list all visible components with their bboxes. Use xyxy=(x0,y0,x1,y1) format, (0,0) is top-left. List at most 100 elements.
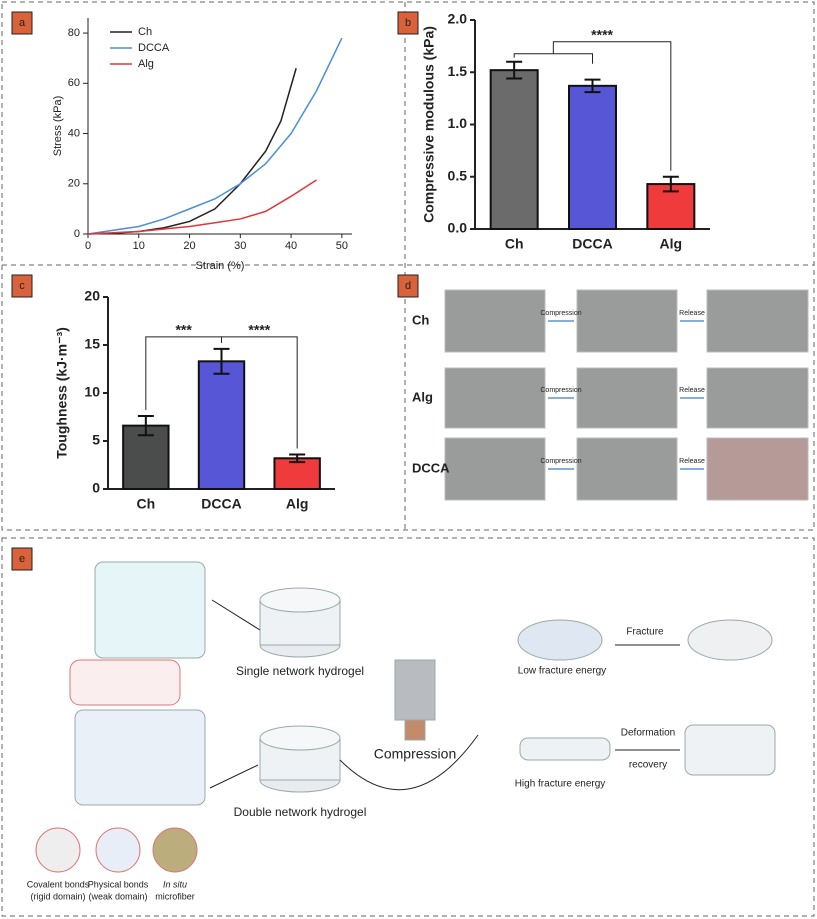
x-axis-label: Strain (%) xyxy=(196,260,245,272)
x-tick-label: Ch xyxy=(505,236,524,252)
error-bar xyxy=(137,415,154,437)
y-tick-label: 40 xyxy=(68,127,80,139)
step-label: Release xyxy=(679,310,705,317)
line-series xyxy=(87,68,297,235)
bar xyxy=(197,360,246,491)
domain-label: (rigid domain) xyxy=(30,891,85,901)
y-tick-label: 2.0 xyxy=(448,11,468,27)
caption: Compression xyxy=(374,746,456,762)
y-tick-label: 80 xyxy=(68,27,80,39)
y-axis-label: Toughness (kJ·m⁻³) xyxy=(54,327,70,459)
caption: Fracture xyxy=(626,627,664,638)
step-label: Release xyxy=(679,387,705,394)
bar xyxy=(273,457,321,490)
panel-label: a xyxy=(19,17,26,29)
y-axis-label: Compressive modulous (kPa) xyxy=(421,26,437,223)
x-tick-label: 20 xyxy=(183,240,195,252)
step-label: Compression xyxy=(540,458,581,465)
photo xyxy=(444,367,546,429)
single-network xyxy=(94,561,206,659)
error-bar xyxy=(289,453,306,464)
x-tick-label: DCCA xyxy=(572,236,612,252)
bar xyxy=(568,84,617,230)
photo xyxy=(576,289,678,353)
significance-bracket xyxy=(221,336,298,449)
domain-label: Physical bonds xyxy=(88,879,149,889)
top-frame xyxy=(1,1,815,531)
y-tick-label: 15 xyxy=(84,336,100,352)
x-tick-label: 0 xyxy=(85,240,91,252)
panel-e-arrows xyxy=(209,599,680,791)
gel xyxy=(259,725,341,751)
annotation: *** xyxy=(175,322,192,338)
photo xyxy=(706,437,809,501)
y-tick-label: 1.5 xyxy=(448,63,468,79)
zoom xyxy=(95,827,141,873)
photo xyxy=(576,437,678,501)
domain-label: Covalent bonds xyxy=(27,879,90,889)
photo xyxy=(706,289,809,353)
y-tick-label: 0 xyxy=(92,480,100,496)
x-tick-label: 10 xyxy=(133,240,145,252)
x-tick-label: 30 xyxy=(234,240,246,252)
caption: recovery xyxy=(629,760,667,771)
x-tick-label: Ch xyxy=(136,496,155,512)
panel-label-box xyxy=(397,274,419,298)
domain-label: (weak domain) xyxy=(88,891,147,901)
error-bar xyxy=(662,175,679,193)
row-label: Ch xyxy=(412,312,429,327)
caption: Deformation xyxy=(621,728,675,739)
arrow xyxy=(339,734,479,791)
panel-label-box xyxy=(397,11,419,35)
double-network xyxy=(74,709,206,806)
gel xyxy=(519,737,611,761)
error-bar xyxy=(506,60,523,80)
y-tick-label: 20 xyxy=(84,288,100,304)
y-tick-label: 0 xyxy=(74,228,80,240)
photo xyxy=(444,437,546,501)
step-label: Release xyxy=(679,458,705,465)
x-tick-label: Alg xyxy=(660,236,683,252)
zoom xyxy=(69,659,181,706)
panel-label-box xyxy=(11,547,33,571)
y-tick-label: 10 xyxy=(84,384,100,400)
panel-label: d xyxy=(405,280,411,292)
caption: Single network hydrogel xyxy=(236,664,364,678)
gel xyxy=(687,619,773,661)
gel xyxy=(259,587,341,613)
row-label: DCCA xyxy=(412,460,450,475)
panel-label: b xyxy=(405,17,411,29)
panel-e-art xyxy=(35,561,776,873)
line-series xyxy=(87,179,317,235)
zoom xyxy=(35,827,81,873)
panel-label-box xyxy=(11,11,33,35)
row-label: Alg xyxy=(412,389,433,404)
x-tick-label: 50 xyxy=(336,240,348,252)
x-tick-label: DCCA xyxy=(201,496,241,512)
y-tick-label: 20 xyxy=(68,178,80,190)
photo xyxy=(576,367,678,429)
error-bar xyxy=(584,78,601,94)
bottom-frame xyxy=(1,537,815,917)
gel xyxy=(684,724,776,776)
step-label: Compression xyxy=(540,387,581,394)
arrow xyxy=(211,599,261,631)
y-tick-label: 0.5 xyxy=(448,167,468,183)
x-tick-label: Alg xyxy=(286,496,309,512)
arrow xyxy=(209,764,259,789)
sample xyxy=(404,719,426,741)
domain-label: microfiber xyxy=(155,891,195,901)
significance-bracket xyxy=(513,53,593,64)
y-axis-label: Stress (kPa) xyxy=(52,96,64,157)
legend-label: DCCA xyxy=(138,42,170,54)
y-tick-label: 60 xyxy=(68,77,80,89)
y-tick-label: 0.0 xyxy=(448,220,468,236)
photo xyxy=(706,367,809,429)
line-series xyxy=(87,37,343,235)
zoom xyxy=(152,827,198,873)
y-tick-label: 5 xyxy=(92,432,100,448)
photo xyxy=(444,289,546,353)
significance-bracket xyxy=(552,41,672,171)
caption: High fracture energy xyxy=(515,779,606,790)
